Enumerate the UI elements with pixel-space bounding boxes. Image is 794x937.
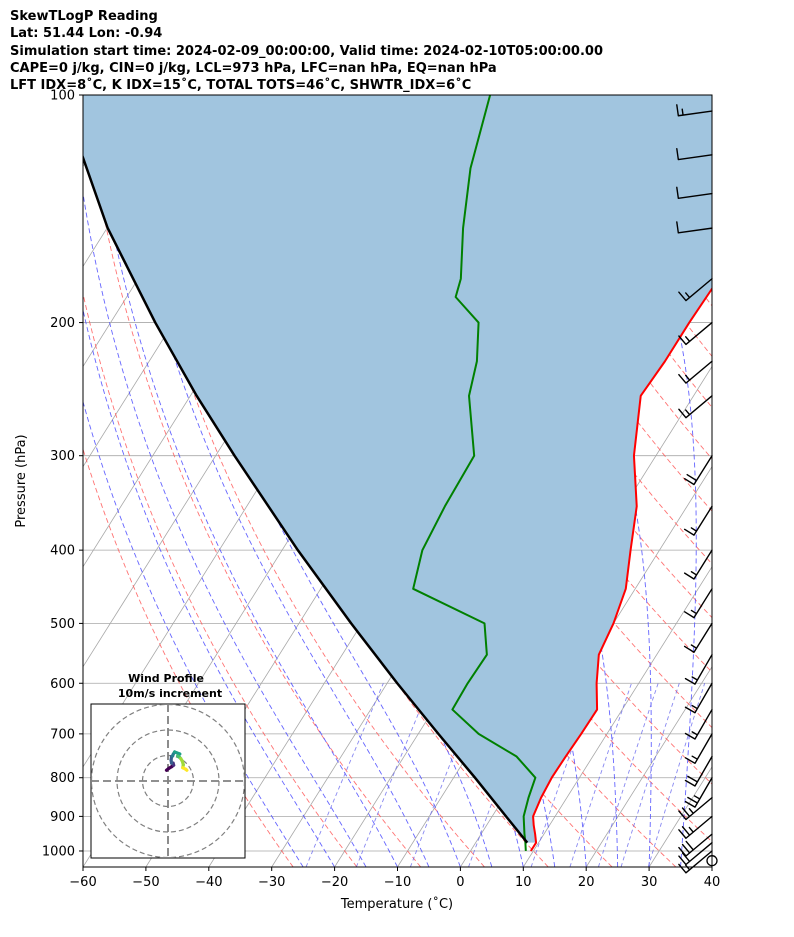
temperature-profile [530,286,712,852]
wind-barb [678,321,713,346]
isotherm [0,95,2,867]
wind-barb [684,654,713,685]
hodograph-inset: Wind Profile 10m/s increment [90,672,246,859]
y-tick-label: 600 [50,677,75,692]
hodograph-trace-segment [184,767,189,772]
parcel-profile [83,153,529,844]
wind-barb [684,682,713,714]
dry-adiabat [116,95,485,867]
moist-adiabat [83,307,335,867]
wind-barb [676,186,713,199]
isotherm [0,95,65,867]
wind-barb [683,549,713,580]
y-tick-label: 200 [50,316,75,331]
cin-shading [83,95,712,843]
hodograph-ring [91,704,245,858]
isotherm [522,565,712,867]
y-tick-label: 800 [50,771,75,786]
x-tick-label: −50 [132,875,159,890]
wind-barb [678,833,713,857]
x-tick-label: 0 [456,875,464,890]
y-tick-label: 700 [50,727,75,742]
mixing-ratio-line [305,683,384,867]
dry-adiabat [83,291,358,867]
wind-barb [683,622,713,653]
y-tick-label: 500 [50,617,75,632]
y-tick-label: 100 [50,89,75,104]
dry-adiabat [83,447,294,867]
moist-adiabat [91,95,398,867]
wind-barb [683,505,713,536]
x-tick-label: −30 [258,875,285,890]
isotherm [711,866,712,867]
wind-barb [683,588,713,619]
time-line: Simulation start time: 2024-02-09_00:00:… [10,43,603,59]
isotherm [585,666,712,867]
wind-barb [676,148,713,161]
moist-adiabat [114,95,430,867]
dry-adiabat [769,95,794,867]
wind-barb [678,360,713,384]
x-tick-label: 20 [578,875,595,890]
wind-barb [678,841,713,866]
wind-barbs [676,104,718,874]
dry-adiabat [279,95,712,785]
wind-barb [684,777,713,808]
wind-barb [684,755,713,787]
mixing-ratio-line [597,683,659,867]
x-tick-label: 40 [704,875,721,890]
x-tick-label: −40 [195,875,222,890]
wind-barb [678,278,713,302]
x-tick-label: −10 [384,875,411,890]
hodograph-subtitle: 10m/s increment [118,687,222,700]
x-tick-label: 30 [641,875,658,890]
y-axis-label: Pressure (hPa) [14,434,29,527]
x-tick-label: −20 [321,875,348,890]
x-tick-label: −60 [69,875,96,890]
mixing-ratio-line [355,683,432,867]
hodograph-title: Wind Profile [128,672,204,685]
y-tick-label: 300 [50,449,75,464]
profile-lines [83,95,712,852]
x-tick-label: 10 [515,875,532,890]
y-tick-label: 1000 [42,844,75,859]
wind-barb [684,733,713,765]
wind-barb [678,815,713,839]
moist-adiabat [140,95,461,867]
index-line: LFT IDX=8˚C, K IDX=15˚C, TOTAL TOTS=46˚C… [10,78,472,94]
cape-shading [83,95,712,843]
x-axis-label: Temperature (˚C) [340,896,453,912]
cape-line: CAPE=0 j/kg, CIN=0 j/kg, LCL=973 hPa, LF… [10,60,497,76]
dewpoint-profile [412,95,537,852]
wind-barb [684,708,713,740]
y-tick-label: 900 [50,810,75,825]
wind-barb [678,395,713,419]
dry-adiabat [703,95,712,109]
chart-title-block: SkewTLogP Reading Lat: 51.44 Lon: -0.94 … [10,8,603,94]
location-line: Lat: 51.44 Lon: -0.94 [10,26,163,42]
dry-adiabat [736,95,794,867]
wind-barb [676,104,713,117]
y-tick-label: 400 [50,544,75,559]
wind-barb [676,221,713,234]
wind-barb [678,796,713,821]
isotherm [775,95,794,867]
wind-barb [683,454,713,486]
chart-title: SkewTLogP Reading [10,9,158,24]
